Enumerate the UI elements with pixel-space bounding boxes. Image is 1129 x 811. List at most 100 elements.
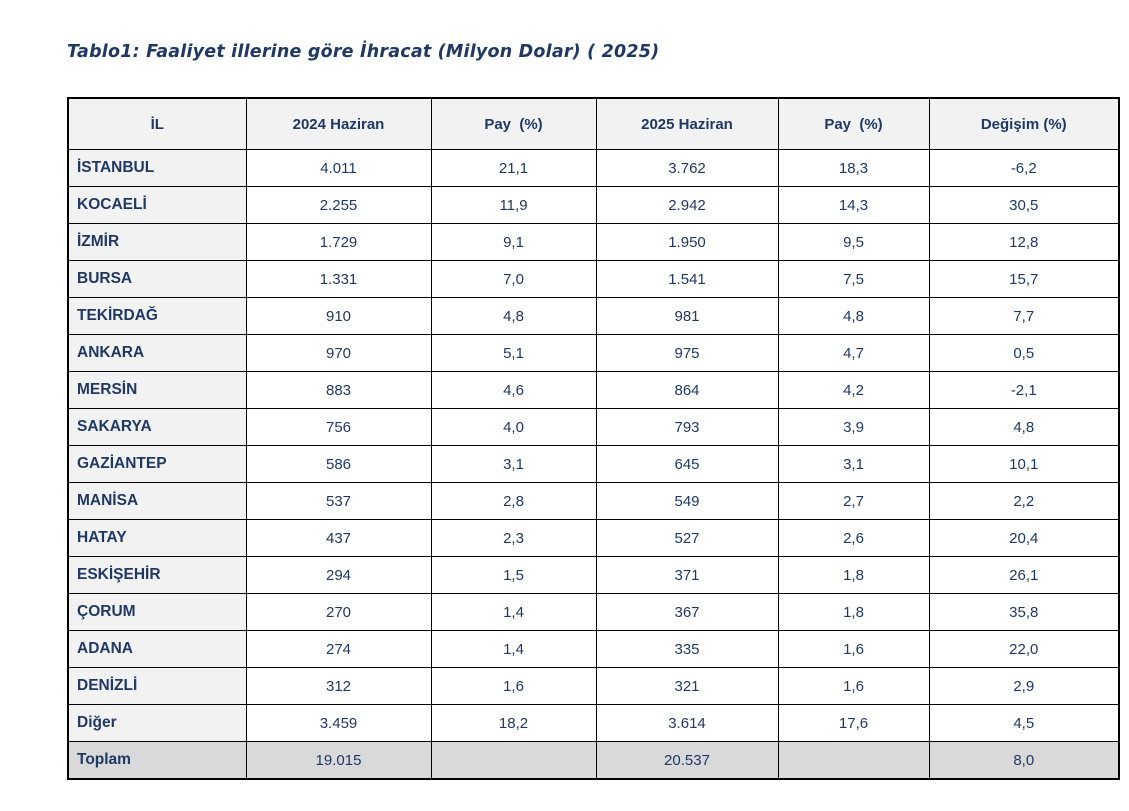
table-row: HATAY 437 2,3 527 2,6 20,4 bbox=[67, 519, 1120, 557]
header-2024-haziran: 2024 Haziran bbox=[245, 97, 432, 150]
value-cell: 3.459 bbox=[245, 704, 432, 742]
value-cell: 1,4 bbox=[430, 593, 597, 631]
header-il: İL bbox=[67, 97, 247, 150]
value-cell: 18,2 bbox=[430, 704, 597, 742]
value-cell: 1,8 bbox=[777, 556, 930, 594]
province-cell: MERSİN bbox=[67, 371, 247, 409]
value-cell: 537 bbox=[245, 482, 432, 520]
value-cell: 22,0 bbox=[928, 630, 1120, 668]
export-table: İL 2024 Haziran Pay (%) 2025 Haziran Pay… bbox=[67, 97, 1120, 780]
province-cell: İZMİR bbox=[67, 223, 247, 261]
value-cell: 1.950 bbox=[595, 223, 779, 261]
value-cell: 586 bbox=[245, 445, 432, 483]
table-row: KOCAELİ 2.255 11,9 2.942 14,3 30,5 bbox=[67, 186, 1120, 224]
value-cell: 4,8 bbox=[928, 408, 1120, 446]
value-cell: 12,8 bbox=[928, 223, 1120, 261]
value-cell: 1,4 bbox=[430, 630, 597, 668]
value-cell: 970 bbox=[245, 334, 432, 372]
value-cell: 549 bbox=[595, 482, 779, 520]
table-row: DENİZLİ 312 1,6 321 1,6 2,9 bbox=[67, 667, 1120, 705]
value-cell: 30,5 bbox=[928, 186, 1120, 224]
header-pay-2025: Pay (%) bbox=[777, 97, 930, 150]
total-label-cell: Toplam bbox=[67, 741, 247, 780]
value-cell: 2.942 bbox=[595, 186, 779, 224]
value-cell: 2,6 bbox=[777, 519, 930, 557]
province-cell: DENİZLİ bbox=[67, 667, 247, 705]
value-cell: 11,9 bbox=[430, 186, 597, 224]
value-cell: 437 bbox=[245, 519, 432, 557]
province-cell: HATAY bbox=[67, 519, 247, 557]
table-row: MANİSA 537 2,8 549 2,7 2,2 bbox=[67, 482, 1120, 520]
value-cell: 1,8 bbox=[777, 593, 930, 631]
header-row: İL 2024 Haziran Pay (%) 2025 Haziran Pay… bbox=[67, 97, 1120, 150]
value-cell: 0,5 bbox=[928, 334, 1120, 372]
province-cell: ESKİŞEHİR bbox=[67, 556, 247, 594]
value-cell: 17,6 bbox=[777, 704, 930, 742]
province-cell: ADANA bbox=[67, 630, 247, 668]
value-cell: 8,0 bbox=[928, 741, 1120, 780]
value-cell: 4,6 bbox=[430, 371, 597, 409]
table-row: MERSİN 883 4,6 864 4,2 -2,1 bbox=[67, 371, 1120, 409]
value-cell: 14,3 bbox=[777, 186, 930, 224]
header-pay-2024: Pay (%) bbox=[430, 97, 597, 150]
table-row: ADANA 274 1,4 335 1,6 22,0 bbox=[67, 630, 1120, 668]
value-cell: 3.762 bbox=[595, 149, 779, 187]
value-cell bbox=[430, 741, 597, 780]
value-cell: 4,5 bbox=[928, 704, 1120, 742]
province-cell: ANKARA bbox=[67, 334, 247, 372]
value-cell: 756 bbox=[245, 408, 432, 446]
table-title: Tablo1: Faaliyet illerine göre İhracat (… bbox=[67, 42, 660, 62]
table-row: SAKARYA 756 4,0 793 3,9 4,8 bbox=[67, 408, 1120, 446]
value-cell: 26,1 bbox=[928, 556, 1120, 594]
province-cell: TEKİRDAĞ bbox=[67, 297, 247, 335]
province-cell: KOCAELİ bbox=[67, 186, 247, 224]
value-cell: 981 bbox=[595, 297, 779, 335]
value-cell: 1,6 bbox=[430, 667, 597, 705]
value-cell: 9,1 bbox=[430, 223, 597, 261]
value-cell: 7,5 bbox=[777, 260, 930, 298]
table-row: ANKARA 970 5,1 975 4,7 0,5 bbox=[67, 334, 1120, 372]
value-cell: 7,0 bbox=[430, 260, 597, 298]
value-cell: 335 bbox=[595, 630, 779, 668]
value-cell: 910 bbox=[245, 297, 432, 335]
table-row: İSTANBUL 4.011 21,1 3.762 18,3 -6,2 bbox=[67, 149, 1120, 187]
value-cell: 4,7 bbox=[777, 334, 930, 372]
value-cell: 20.537 bbox=[595, 741, 779, 780]
header-degisim: Değişim (%) bbox=[928, 97, 1120, 150]
value-cell: 367 bbox=[595, 593, 779, 631]
value-cell: 2.255 bbox=[245, 186, 432, 224]
value-cell: 7,7 bbox=[928, 297, 1120, 335]
table-row: ESKİŞEHİR 294 1,5 371 1,8 26,1 bbox=[67, 556, 1120, 594]
value-cell: 294 bbox=[245, 556, 432, 594]
value-cell bbox=[777, 741, 930, 780]
value-cell: 793 bbox=[595, 408, 779, 446]
value-cell: -6,2 bbox=[928, 149, 1120, 187]
value-cell: 1,6 bbox=[777, 630, 930, 668]
value-cell: 1.331 bbox=[245, 260, 432, 298]
value-cell: 1,6 bbox=[777, 667, 930, 705]
value-cell: 321 bbox=[595, 667, 779, 705]
value-cell: 4,8 bbox=[430, 297, 597, 335]
table-row: Diğer 3.459 18,2 3.614 17,6 4,5 bbox=[67, 704, 1120, 742]
value-cell: 2,9 bbox=[928, 667, 1120, 705]
value-cell: 15,7 bbox=[928, 260, 1120, 298]
value-cell: 645 bbox=[595, 445, 779, 483]
province-cell: BURSA bbox=[67, 260, 247, 298]
value-cell: 3,9 bbox=[777, 408, 930, 446]
value-cell: 2,3 bbox=[430, 519, 597, 557]
province-cell: MANİSA bbox=[67, 482, 247, 520]
value-cell: 3,1 bbox=[777, 445, 930, 483]
province-cell: İSTANBUL bbox=[67, 149, 247, 187]
value-cell: 35,8 bbox=[928, 593, 1120, 631]
value-cell: 4.011 bbox=[245, 149, 432, 187]
value-cell: 270 bbox=[245, 593, 432, 631]
table-header: İL 2024 Haziran Pay (%) 2025 Haziran Pay… bbox=[67, 97, 1120, 150]
province-cell: Diğer bbox=[67, 704, 247, 742]
value-cell: 2,7 bbox=[777, 482, 930, 520]
value-cell: 1,5 bbox=[430, 556, 597, 594]
table-body: İSTANBUL 4.011 21,1 3.762 18,3 -6,2 KOCAELİ 2.2… bbox=[67, 149, 1120, 780]
value-cell: 527 bbox=[595, 519, 779, 557]
table-row: TEKİRDAĞ 910 4,8 981 4,8 7,7 bbox=[67, 297, 1120, 335]
value-cell: 2,2 bbox=[928, 482, 1120, 520]
